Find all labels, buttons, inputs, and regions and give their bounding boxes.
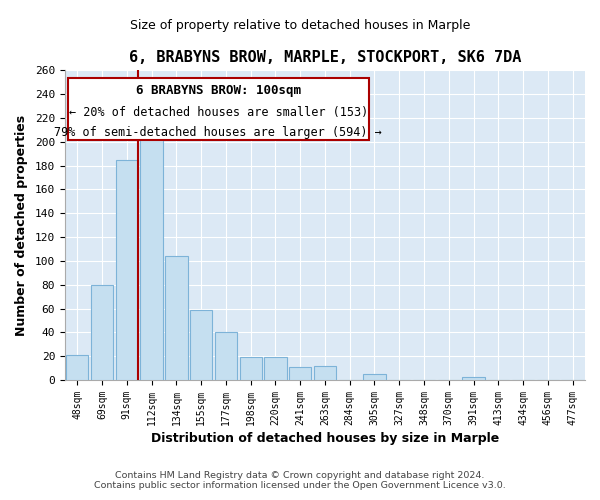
Bar	[264, 358, 287, 380]
Text: ← 20% of detached houses are smaller (153): ← 20% of detached houses are smaller (15…	[69, 106, 368, 119]
Text: 6 BRABYNS BROW: 100sqm: 6 BRABYNS BROW: 100sqm	[136, 84, 301, 98]
Bar	[314, 366, 336, 380]
Text: Size of property relative to detached houses in Marple: Size of property relative to detached ho…	[130, 20, 470, 32]
Bar	[239, 358, 262, 380]
Bar	[463, 376, 485, 380]
Bar	[190, 310, 212, 380]
Title: 6, BRABYNS BROW, MARPLE, STOCKPORT, SK6 7DA: 6, BRABYNS BROW, MARPLE, STOCKPORT, SK6 …	[129, 50, 521, 65]
X-axis label: Distribution of detached houses by size in Marple: Distribution of detached houses by size …	[151, 432, 499, 445]
FancyBboxPatch shape	[68, 78, 369, 140]
Bar	[66, 355, 88, 380]
Text: 79% of semi-detached houses are larger (594) →: 79% of semi-detached houses are larger (…	[55, 126, 382, 139]
Bar	[116, 160, 138, 380]
Bar	[91, 285, 113, 380]
Bar	[215, 332, 237, 380]
Bar	[364, 374, 386, 380]
Y-axis label: Number of detached properties: Number of detached properties	[15, 114, 28, 336]
Bar	[140, 136, 163, 380]
Bar	[165, 256, 188, 380]
Bar	[289, 367, 311, 380]
Text: Contains HM Land Registry data © Crown copyright and database right 2024.
Contai: Contains HM Land Registry data © Crown c…	[94, 470, 506, 490]
